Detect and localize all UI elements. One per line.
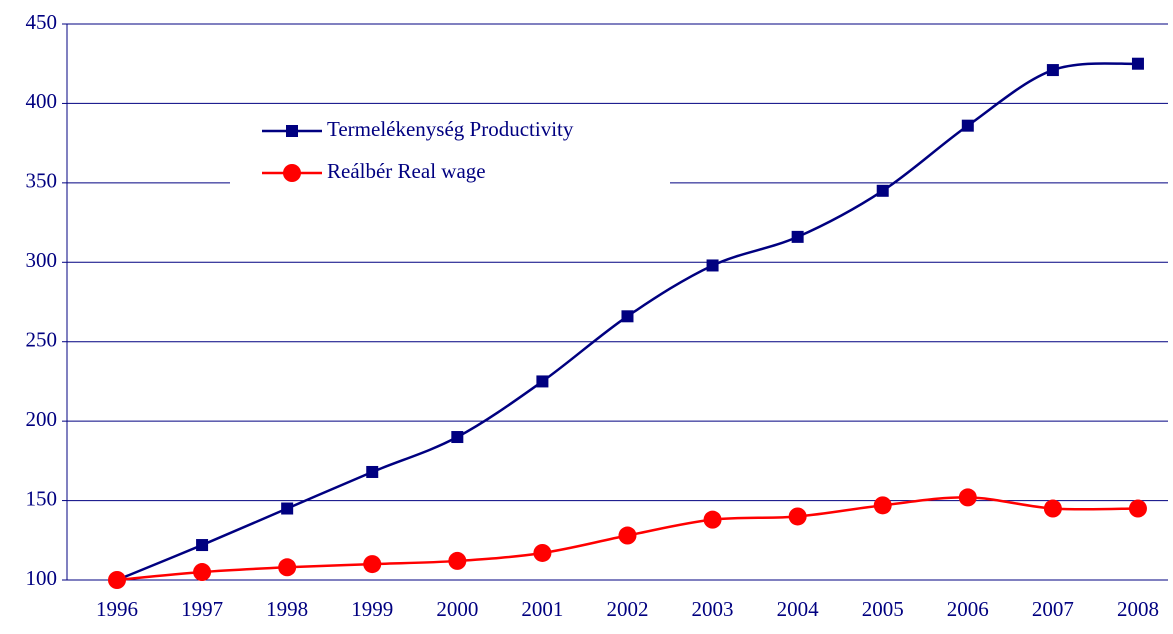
x-tick-label: 1999 (351, 597, 393, 621)
point-marker (536, 375, 549, 388)
point-marker (533, 543, 552, 562)
x-tick-label: 2006 (947, 597, 989, 621)
legend-marker (286, 125, 298, 137)
y-tick-label: 100 (26, 566, 58, 590)
legend-label: Reálbér Real wage (327, 159, 486, 183)
y-tick-label: 300 (26, 248, 58, 272)
point-marker (278, 558, 297, 577)
x-tick-label: 2000 (436, 597, 478, 621)
point-marker (1128, 499, 1147, 518)
x-tick-label: 2003 (692, 597, 734, 621)
x-tick-label: 1997 (181, 597, 223, 621)
y-tick-label: 200 (26, 407, 58, 431)
point-marker (876, 184, 889, 197)
point-marker (448, 551, 467, 570)
point-marker (193, 563, 212, 582)
x-tick-label: 2002 (606, 597, 648, 621)
point-marker (706, 259, 719, 272)
x-tick-label: 2001 (521, 597, 563, 621)
y-tick-label: 250 (26, 328, 58, 352)
y-tick-label: 150 (26, 486, 58, 510)
x-tick-label: 1996 (96, 597, 138, 621)
legend-marker (283, 164, 301, 182)
point-marker (281, 502, 294, 515)
point-marker (1046, 64, 1059, 77)
point-marker (873, 496, 892, 515)
point-marker (108, 571, 126, 589)
x-tick-label: 2008 (1117, 597, 1159, 621)
point-marker (366, 465, 379, 478)
point-marker (703, 510, 722, 529)
point-marker (958, 488, 977, 507)
x-tick-label: 1998 (266, 597, 308, 621)
y-tick-label: 400 (26, 89, 58, 113)
legend-box (230, 110, 670, 200)
y-tick-label: 450 (26, 10, 58, 34)
point-marker (1131, 57, 1144, 70)
legend-label: Termelékenység Productivity (327, 117, 574, 141)
point-marker (1043, 499, 1062, 518)
point-marker (961, 119, 974, 132)
point-marker (618, 526, 637, 545)
point-marker (363, 555, 382, 574)
x-tick-label: 2007 (1032, 597, 1074, 621)
point-marker (788, 507, 807, 526)
point-marker (196, 539, 209, 552)
y-tick-label: 350 (26, 169, 58, 193)
x-tick-label: 2004 (777, 597, 820, 621)
point-marker (451, 431, 464, 444)
point-marker (791, 230, 804, 243)
point-marker (621, 310, 634, 323)
x-tick-label: 2005 (862, 597, 904, 621)
